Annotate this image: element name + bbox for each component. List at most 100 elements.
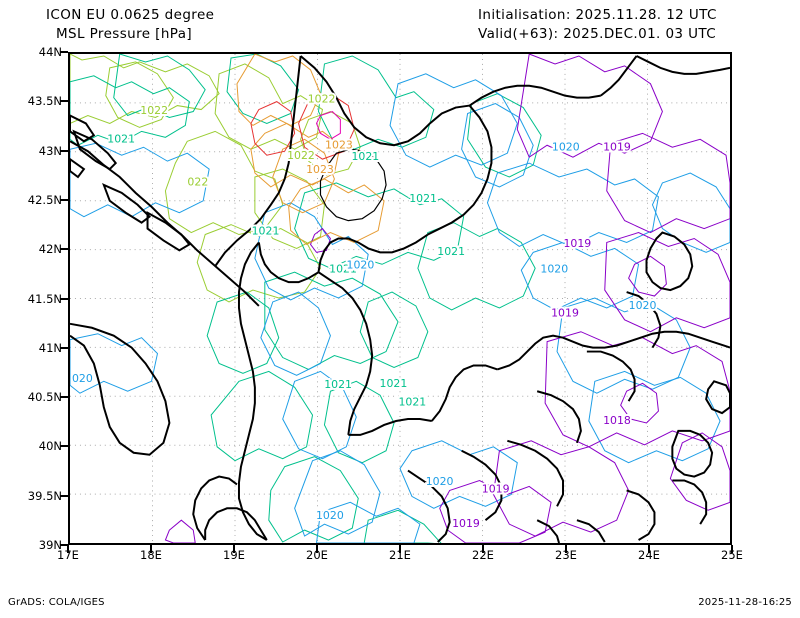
x-axis-tick-mark: [482, 545, 484, 553]
contour-label: 020: [72, 372, 93, 385]
contour-label: 1020: [426, 475, 454, 488]
x-axis-tick-mark: [565, 545, 567, 553]
contour-label: 1019: [563, 237, 591, 250]
contour-label: 1019: [551, 307, 579, 320]
svg-text:1020: 1020: [552, 140, 580, 153]
y-axis-tick-mark: [60, 346, 68, 349]
y-axis-tick-label: 44N: [38, 45, 62, 59]
svg-text:022: 022: [187, 176, 208, 189]
y-axis-tick-label: 39N: [38, 538, 62, 552]
y-axis-tick-mark: [60, 297, 68, 300]
y-axis-tick-mark: [60, 445, 68, 448]
svg-text:1021: 1021: [107, 133, 135, 146]
svg-text:1021: 1021: [409, 192, 437, 205]
x-axis-tick-label: 24E: [638, 548, 660, 562]
contour-label: 1021: [324, 378, 352, 391]
contour-label: 1020: [540, 263, 568, 276]
contour-label: 1023: [306, 163, 334, 176]
contour-value-labels: 1022102210211021102210221023102310221022…: [70, 91, 658, 532]
y-axis-tick-mark: [60, 149, 68, 152]
contour-label: 1020: [347, 259, 375, 272]
svg-text:1021: 1021: [380, 377, 408, 390]
y-axis-tick-mark: [60, 544, 68, 546]
header-model-title: ICON EU 0.0625 degree: [46, 7, 215, 23]
y-axis-tick-label: 41N: [38, 340, 62, 355]
x-axis-tick-mark: [399, 545, 401, 553]
svg-text:1019: 1019: [551, 307, 579, 320]
contour-label: 1023: [325, 138, 353, 151]
y-axis-tick-mark: [60, 51, 68, 53]
svg-text:1019: 1019: [603, 140, 631, 153]
y-axis-tick-label: 43.5N: [27, 94, 62, 109]
svg-text:1019: 1019: [452, 517, 480, 530]
y-axis-tick-mark: [60, 494, 68, 497]
svg-text:020: 020: [72, 372, 93, 385]
svg-text:1020: 1020: [629, 299, 657, 312]
y-axis-tick-label: 40.5N: [27, 390, 62, 405]
header-field-title: MSL Pressure [hPa]: [56, 26, 193, 42]
x-axis-tick-label: 21E: [389, 548, 411, 562]
x-axis-tick-mark: [648, 545, 650, 553]
y-axis-tick-label: 39.5N: [27, 488, 62, 503]
map-plot-area: 1022 1022 1021 1021 1022 1022 1023 1023 1022 1022…: [68, 52, 732, 545]
x-axis-tick-label: 25E: [721, 548, 743, 562]
x-axis-tick-mark: [150, 545, 152, 553]
svg-text:1022: 1022: [140, 104, 168, 117]
contour-label: 1021: [409, 192, 437, 205]
svg-text:1020: 1020: [540, 263, 568, 276]
pressure-contours: [70, 54, 730, 543]
contour-label: 1021: [329, 263, 357, 276]
contour-label: 1021: [398, 396, 426, 409]
y-axis-tick-mark: [60, 248, 68, 251]
svg-text:1019: 1019: [482, 483, 510, 496]
contour-label: 1021: [380, 377, 408, 390]
coastlines-and-borders: [70, 55, 730, 543]
y-axis-tick-label: 40N: [38, 439, 62, 454]
svg-text:1021: 1021: [437, 245, 465, 258]
header-initialisation: Initialisation: 2025.11.28. 12 UTC: [478, 7, 717, 23]
contour-label: 1022: [287, 149, 315, 162]
contour-label: 1019: [603, 140, 631, 153]
y-axis-tick-label: 42N: [38, 242, 62, 257]
svg-text:1021: 1021: [252, 225, 280, 238]
svg-text:1021: 1021: [324, 378, 352, 391]
contour-label: 1021: [437, 245, 465, 258]
contour-label: 1021: [351, 150, 379, 163]
y-axis-tick-mark: [60, 100, 68, 103]
contour-label: 1020: [629, 299, 657, 312]
x-axis-tick-label: 17E: [57, 548, 79, 562]
svg-text:1023: 1023: [325, 138, 353, 151]
svg-text:1021: 1021: [329, 263, 357, 276]
svg-text:1021: 1021: [351, 150, 379, 163]
contour-label: 1019: [482, 483, 510, 496]
contour-label: 1022: [308, 92, 336, 105]
contour-label: 022: [187, 176, 208, 189]
svg-text:1020: 1020: [347, 259, 375, 272]
x-axis-tick-label: 19E: [223, 548, 245, 562]
header-valid-time: Valid(+63): 2025.DEC.01. 03 UTC: [478, 26, 717, 42]
contour-label: 1020: [552, 140, 580, 153]
x-axis-tick-mark: [731, 545, 733, 553]
svg-text:1022: 1022: [308, 92, 336, 105]
contour-label: 1022: [140, 104, 168, 117]
contour-label: 1020: [316, 509, 344, 522]
contour-label: 1019: [452, 517, 480, 530]
svg-text:1020: 1020: [316, 509, 344, 522]
svg-text:1020: 1020: [426, 475, 454, 488]
x-axis-tick-label: 22E: [472, 548, 494, 562]
x-axis-tick-mark: [233, 545, 235, 553]
footer-timestamp: 2025-11-28-16:25: [698, 597, 792, 608]
x-axis-tick-label: 20E: [306, 548, 328, 562]
x-axis-tick-mark: [316, 545, 318, 553]
y-axis-tick-label: 43N: [38, 143, 62, 158]
contour-label: 1021: [107, 133, 135, 146]
y-axis-tick-label: 41.5N: [27, 291, 62, 306]
x-axis-tick-mark: [67, 545, 69, 553]
contour-label: 1021: [252, 225, 280, 238]
footer-attribution: GrADS: COLA/IGES: [8, 597, 105, 608]
svg-text:1018: 1018: [603, 414, 631, 427]
x-axis-tick-label: 23E: [555, 548, 577, 562]
y-axis-tick-mark: [60, 396, 68, 399]
y-axis-tick-mark: [60, 198, 68, 201]
svg-text:1019: 1019: [563, 237, 591, 250]
